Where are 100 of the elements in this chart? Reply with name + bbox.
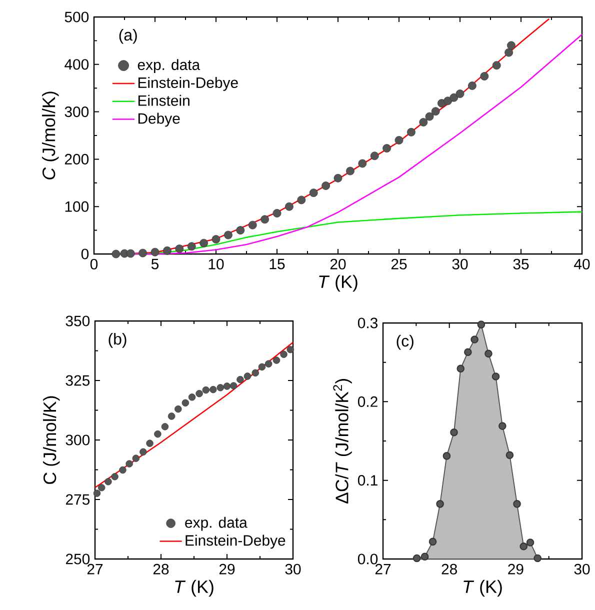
x-tick-label: 29 <box>219 564 235 574</box>
point <box>504 48 514 57</box>
point <box>492 61 501 70</box>
point <box>252 369 259 376</box>
point <box>132 454 140 462</box>
point <box>202 386 210 394</box>
x-tick-label: 10 <box>208 258 224 270</box>
point <box>163 246 172 255</box>
point <box>196 390 203 398</box>
point <box>265 360 272 368</box>
point <box>111 473 118 480</box>
point <box>442 452 451 460</box>
point <box>188 394 196 401</box>
point <box>334 174 342 182</box>
x-tick-label: 30 <box>452 258 468 270</box>
point <box>216 384 224 392</box>
y-tick-label: 0 <box>81 248 89 260</box>
x-tick-label: 29 <box>508 564 524 574</box>
x-tick-label: 25 <box>391 258 407 270</box>
point <box>272 356 280 364</box>
point <box>456 90 464 98</box>
point <box>464 348 472 356</box>
y-tick-label: 0.1 <box>358 475 378 486</box>
legend-label: Einstein <box>138 94 190 106</box>
point <box>507 41 516 50</box>
point <box>140 448 147 456</box>
point <box>428 538 437 546</box>
point <box>182 399 190 406</box>
annotation: (b) <box>108 332 126 348</box>
point <box>285 202 294 211</box>
x-tick-label: 27 <box>87 564 103 574</box>
point <box>456 364 465 373</box>
point <box>534 554 542 562</box>
y-axis-title: C (J/mol/K) <box>42 92 59 180</box>
point <box>119 466 126 474</box>
point <box>450 93 458 102</box>
point <box>297 196 306 204</box>
y-tick-label: 300 <box>64 106 89 118</box>
point <box>260 215 270 224</box>
point <box>154 430 162 438</box>
point <box>104 478 112 486</box>
point <box>450 428 458 436</box>
y-axis-title: C (J/mol/K) <box>43 396 60 484</box>
legend-label: exp. data <box>138 59 200 74</box>
y-tick-label: 0.0 <box>358 554 378 564</box>
x-axis-title: T (K) <box>175 580 214 597</box>
x-tick-label: 30 <box>285 564 301 574</box>
y-tick-label: 250 <box>66 554 90 564</box>
point <box>506 451 514 460</box>
x-tick-label: 27 <box>375 564 391 574</box>
point <box>480 72 489 80</box>
point <box>126 249 135 258</box>
x-tick-label: 15 <box>270 258 285 270</box>
legend-label: exp. data <box>185 516 248 531</box>
point <box>520 542 528 550</box>
point <box>248 220 257 230</box>
point <box>382 144 392 152</box>
point <box>470 336 478 344</box>
point <box>98 484 106 492</box>
point <box>200 238 208 248</box>
point <box>484 350 492 358</box>
point <box>419 118 428 126</box>
point <box>224 230 232 240</box>
point <box>431 107 440 116</box>
x-tick-label: 5 <box>151 258 159 270</box>
y-tick-label: 300 <box>66 434 90 446</box>
legend-label: Einstein-Debye <box>138 77 238 91</box>
point <box>438 99 446 108</box>
point <box>223 382 231 390</box>
y-tick-label: 500 <box>64 12 89 22</box>
x-tick-label: 30 <box>574 564 590 574</box>
point <box>526 538 534 546</box>
x-tick-label: 40 <box>574 258 590 270</box>
point <box>425 112 434 121</box>
point <box>161 423 169 430</box>
y-tick-label: 350 <box>66 316 90 326</box>
point <box>280 350 288 358</box>
x-axis-title: T (K) <box>319 274 358 292</box>
point <box>420 552 429 561</box>
point <box>175 244 184 253</box>
x-tick-label: 0 <box>90 258 98 270</box>
y-axis-title: ΔC/T (J/mol/K$^{2}$) <box>333 379 352 504</box>
x-tick-label: 35 <box>513 258 529 270</box>
point <box>187 242 196 251</box>
x-tick-label: 20 <box>330 258 346 270</box>
point <box>498 422 506 430</box>
point <box>138 248 148 258</box>
point <box>436 500 444 508</box>
point <box>492 372 500 380</box>
x-tick-label: 28 <box>153 564 169 574</box>
legend-label: Einstein-Debye <box>186 534 286 549</box>
point <box>146 440 154 447</box>
point <box>150 248 160 256</box>
point <box>244 372 252 380</box>
y-tick-label: 0.2 <box>358 396 378 407</box>
point <box>322 182 330 190</box>
point <box>272 209 282 218</box>
point <box>258 363 266 371</box>
point <box>93 490 101 497</box>
point <box>358 159 367 168</box>
